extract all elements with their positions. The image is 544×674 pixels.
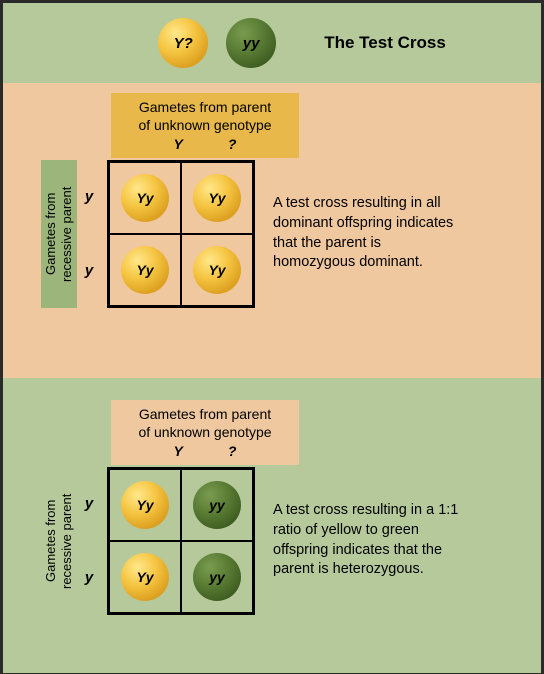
punnett2-cell-2: Yy	[109, 541, 181, 613]
left-gamete-alleles-2: y y	[77, 467, 101, 615]
top-label-line2: of unknown genotype	[119, 117, 291, 135]
top-label-line2-2: of unknown genotype	[119, 424, 291, 442]
panel1-description: A test cross resulting in all dominant o…	[255, 194, 460, 272]
diagram-title: The Test Cross	[324, 33, 446, 53]
top-gamete-Y-2: Y	[174, 443, 183, 461]
panel-heterozygous: Gametes from parent of unknown genotype …	[3, 378, 541, 673]
left-gamete-y-bottom-2: y	[77, 569, 101, 586]
punnett2-cell-0: Yy	[109, 469, 181, 541]
legend-pea-recessive: yy	[226, 18, 276, 68]
top-label-line1-2: Gametes from parent	[119, 406, 291, 424]
top-gamete-unknown-2: ?	[228, 443, 237, 461]
punnett1-cell-2: Yy	[109, 234, 181, 306]
left-gamete-y-top-2: y	[77, 495, 101, 512]
punnett-square-2: Yy yy Yy yy	[107, 467, 255, 615]
legend-recessive-genotype: yy	[243, 35, 260, 52]
punnett1-cell-0: Yy	[109, 162, 181, 234]
punnett1-cell-1: Yy	[181, 162, 253, 234]
left-gamete-y-bottom: y	[77, 262, 101, 279]
legend-pea-unknown: Y?	[158, 18, 208, 68]
diagram-header: Y? yy The Test Cross	[3, 3, 541, 83]
left-gamete-label-2: Gametes from recessive parent	[41, 467, 77, 615]
legend-unknown-genotype: Y?	[174, 35, 193, 52]
panel2-description: A test cross resulting in a 1:1 ratio of…	[255, 501, 460, 579]
punnett-square-1: Yy Yy Yy Yy	[107, 160, 255, 308]
top-label-line1: Gametes from parent	[119, 99, 291, 117]
punnett1-cell-3: Yy	[181, 234, 253, 306]
left-gamete-label-1: Gametes from recessive parent	[41, 160, 77, 308]
top-gamete-Y: Y	[174, 136, 183, 154]
punnett2-cell-1: yy	[181, 469, 253, 541]
top-gamete-label-1: Gametes from parent of unknown genotype …	[111, 93, 299, 158]
punnett2-cell-3: yy	[181, 541, 253, 613]
test-cross-diagram: Y? yy The Test Cross Gametes from parent…	[0, 0, 544, 674]
panel-homozygous: Gametes from parent of unknown genotype …	[3, 83, 541, 378]
top-gamete-label-2: Gametes from parent of unknown genotype …	[111, 400, 299, 465]
left-gamete-alleles-1: y y	[77, 160, 101, 308]
left-gamete-y-top: y	[77, 188, 101, 205]
top-gamete-unknown: ?	[228, 136, 237, 154]
